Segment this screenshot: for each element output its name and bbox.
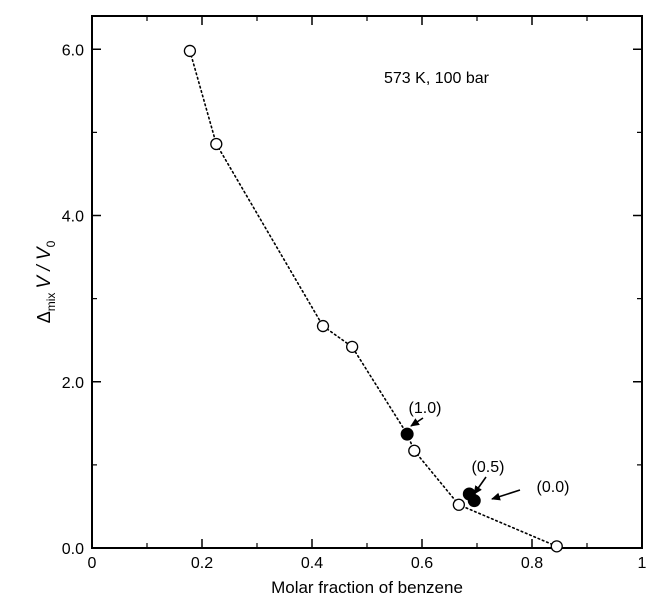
open-circle-point	[183, 44, 197, 58]
annotation-arrow	[491, 489, 521, 501]
x-tick-label: 0.8	[521, 555, 543, 572]
open-circle-point	[316, 319, 330, 333]
annotation-arrow	[473, 476, 487, 495]
y-tick-label: 2.0	[62, 375, 84, 392]
x-axis-tick-labels: 0 0.2 0.4 0.6 0.8 1	[88, 555, 647, 572]
plot-frame	[91, 15, 643, 549]
filled-circle-point	[467, 494, 481, 508]
x-tick-label: 1	[638, 555, 647, 572]
open-circle-point	[550, 540, 563, 553]
annotation-label: (0.0)	[537, 479, 570, 496]
open-circle-point	[408, 444, 421, 457]
open-circle-markers	[183, 44, 563, 553]
plot-frame-group	[91, 15, 643, 549]
open-circle-point	[452, 498, 466, 511]
x-tick-label: 0.2	[191, 555, 213, 572]
y-tick-label: 6.0	[62, 42, 84, 59]
x-axis-ticks	[91, 16, 643, 548]
x-axis-title: Molar fraction of benzene	[271, 578, 463, 597]
filled-circle-point	[400, 427, 414, 441]
open-circle-point	[345, 340, 359, 353]
y-axis-title-sub: 0	[44, 240, 58, 247]
x-tick-label: 0.6	[411, 555, 433, 572]
y-axis-title: Δmix V / V0	[34, 240, 58, 323]
svg-text:ΔmixV / V0: Δmix V / V0	[34, 240, 58, 323]
annotation-label: (1.0)	[409, 400, 442, 417]
y-axis-title-main: V / V	[34, 245, 55, 289]
y-axis-title-delta: Δ	[34, 311, 54, 323]
series-dotted-line	[189, 50, 558, 548]
y-axis-tick-labels: 0.0 2.0 4.0 6.0	[62, 42, 84, 558]
dotted-curve-group	[189, 50, 558, 548]
open-circle-point	[210, 137, 223, 151]
y-axis-ticks	[92, 48, 642, 549]
condition-label: 573 K, 100 bar	[384, 70, 490, 87]
y-axis-title-delta-sub: mix	[44, 293, 58, 312]
annotation-label: (0.5)	[472, 459, 505, 476]
filled-circle-markers	[400, 427, 481, 508]
y-tick-label: 0.0	[62, 541, 84, 558]
x-tick-label: 0	[88, 555, 97, 572]
x-tick-label: 0.4	[301, 555, 323, 572]
y-tick-label: 4.0	[62, 209, 84, 226]
annotation-arrow	[410, 417, 424, 427]
annotation-group: (1.0) (0.5) (0.0)	[409, 400, 570, 501]
